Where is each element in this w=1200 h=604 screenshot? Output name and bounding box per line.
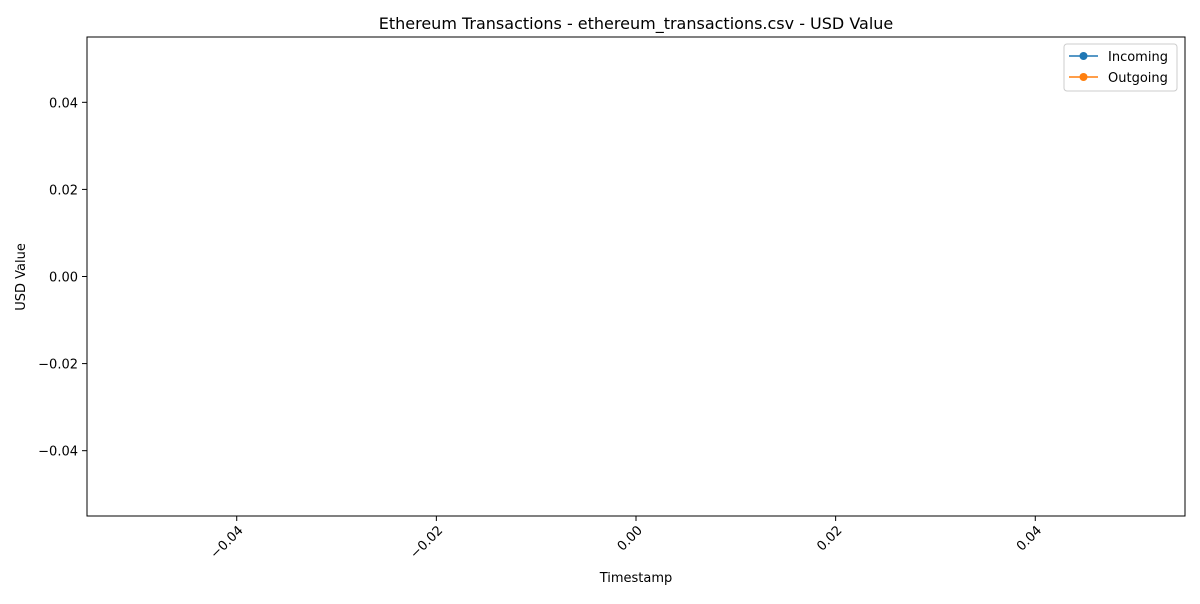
legend-label-incoming: Incoming: [1108, 50, 1168, 65]
legend-item-outgoing: Outgoing: [1069, 71, 1168, 86]
chart-title: Ethereum Transactions - ethereum_transac…: [379, 14, 894, 34]
y-tick-label: −0.04: [38, 445, 78, 460]
y-tick-label: 0.04: [49, 96, 78, 111]
legend: Incoming Outgoing: [1063, 43, 1178, 92]
x-axis-label: Timestamp: [599, 571, 673, 586]
legend-marker-outgoing: [1079, 73, 1088, 81]
y-tick-label: 0.02: [49, 183, 78, 198]
legend-item-incoming: Incoming: [1069, 50, 1168, 65]
legend-label-outgoing: Outgoing: [1108, 71, 1168, 86]
legend-marker-incoming: [1079, 52, 1088, 60]
plot-area: [86, 36, 1186, 517]
y-tick-label: −0.02: [38, 358, 78, 373]
y-axis-ticks: 0.04 0.02 0.00 −0.02 −0.04: [38, 96, 87, 460]
y-tick-label: 0.00: [49, 271, 78, 286]
y-axis-label: USD Value: [14, 243, 29, 311]
